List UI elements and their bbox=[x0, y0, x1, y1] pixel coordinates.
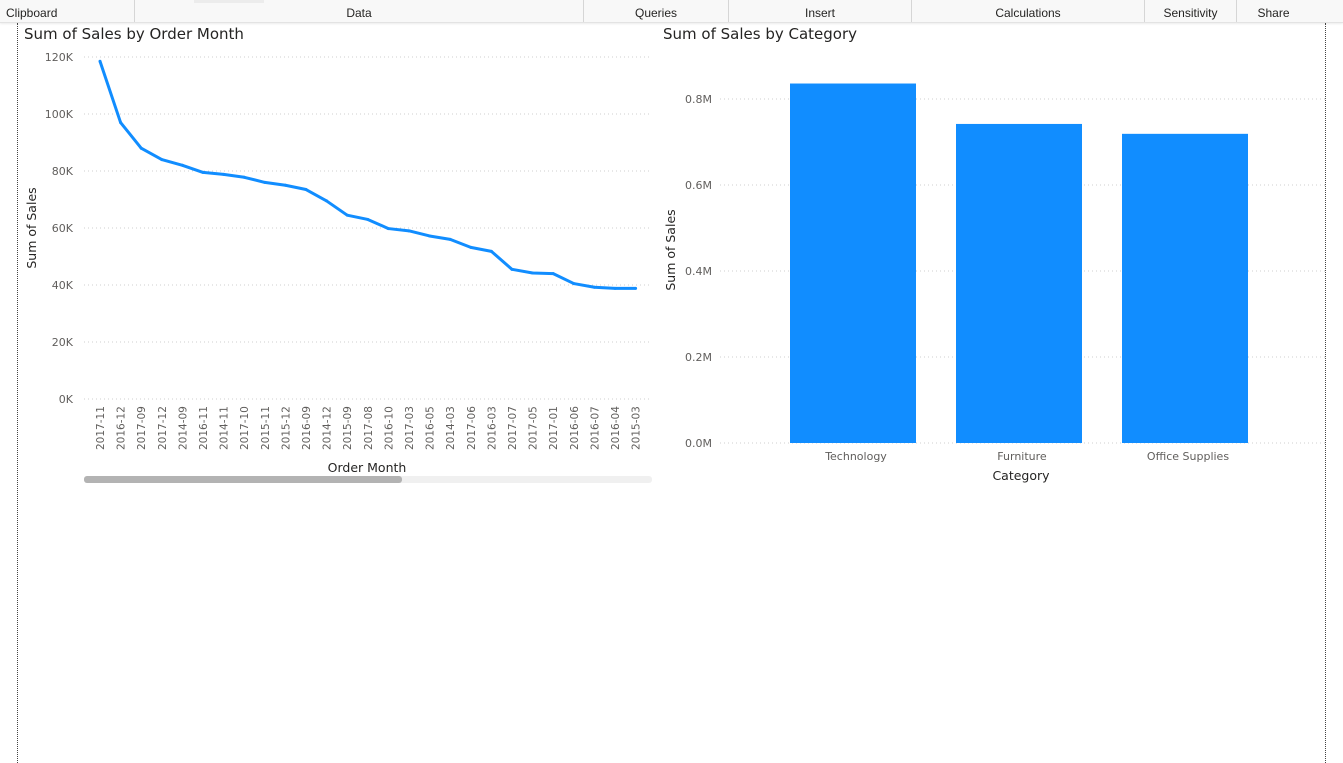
ribbon-tab-highlight bbox=[194, 0, 264, 3]
ribbon-bar: Clipboard Data Queries Insert Calculatio… bbox=[0, 0, 1343, 23]
line-chart-y-tick-label: 60K bbox=[52, 222, 74, 235]
line-chart-x-tick-label: 2016-09 bbox=[301, 406, 313, 450]
line-chart-x-tick-label: 2017-01 bbox=[548, 406, 560, 450]
line-chart-y-tick-label: 80K bbox=[52, 165, 74, 178]
ribbon-group-sensitivity[interactable]: Sensitivity bbox=[1144, 0, 1236, 22]
line-chart-x-tick-label: 2017-12 bbox=[157, 406, 169, 450]
line-chart-point bbox=[489, 249, 493, 253]
line-chart-x-tick-label: 2017-08 bbox=[363, 406, 375, 450]
line-chart-x-tick-label: 2016-11 bbox=[198, 406, 210, 450]
ribbon-group-insert[interactable]: Insert bbox=[728, 0, 911, 22]
line-chart-scrollbar-thumb[interactable] bbox=[84, 476, 402, 483]
bar-chart-visual[interactable]: Sum of Sales by Category bbox=[660, 24, 1325, 494]
line-chart-y-tick-label: 100K bbox=[45, 108, 74, 121]
line-chart-x-tick-label: 2015-11 bbox=[260, 406, 272, 450]
line-chart-x-tick-label: 2017-11 bbox=[95, 406, 107, 450]
line-chart-point bbox=[469, 245, 473, 249]
line-chart-x-tick-label: 2016-04 bbox=[610, 406, 622, 450]
line-chart-point bbox=[510, 267, 514, 271]
line-chart-x-tick-label: 2017-09 bbox=[136, 406, 148, 450]
line-chart-point bbox=[386, 227, 390, 231]
line-chart-title: Sum of Sales by Order Month bbox=[24, 25, 244, 43]
line-chart-x-tick-label: 2014-09 bbox=[177, 406, 189, 450]
line-chart-x-tick-label: 2014-11 bbox=[219, 406, 231, 450]
line-chart-point bbox=[222, 172, 226, 176]
line-chart-point bbox=[119, 121, 123, 125]
line-chart-point bbox=[551, 272, 555, 276]
line-chart-x-tick-label: 2015-12 bbox=[280, 406, 292, 450]
line-chart-y-tick-label: 40K bbox=[52, 279, 74, 292]
ribbon-group-clipboard[interactable]: Clipboard bbox=[6, 6, 58, 20]
line-chart-x-tick-label: 2017-05 bbox=[528, 406, 540, 450]
line-chart-x-tick-label: 2016-12 bbox=[116, 406, 128, 450]
line-chart-x-tick-label: 2016-06 bbox=[569, 406, 581, 450]
line-chart-x-tick-label: 2017-03 bbox=[404, 406, 416, 450]
line-chart-x-tick-label: 2014-12 bbox=[322, 406, 334, 450]
line-chart-point bbox=[345, 213, 349, 217]
report-canvas bbox=[17, 23, 1326, 763]
line-chart-x-tick-label: 2017-10 bbox=[239, 406, 251, 450]
line-chart-x-tick-label: 2016-03 bbox=[486, 406, 498, 450]
line-chart-y-axis-title: Sum of Sales bbox=[24, 187, 39, 268]
line-chart-y-tick-label: 20K bbox=[52, 336, 74, 349]
ribbon-group-queries[interactable]: Queries bbox=[583, 0, 728, 22]
line-chart-x-tick-label: 2016-10 bbox=[383, 406, 395, 450]
line-chart-series-line bbox=[98, 60, 636, 290]
line-chart-point bbox=[448, 237, 452, 241]
ribbon-group-calculations[interactable]: Calculations bbox=[911, 0, 1144, 22]
line-chart-y-tick-label: 0K bbox=[59, 393, 74, 406]
line-chart-point bbox=[572, 282, 576, 286]
line-chart-point bbox=[366, 217, 370, 221]
line-chart-point bbox=[634, 286, 638, 290]
line-chart-point bbox=[180, 163, 184, 167]
line-chart-point bbox=[201, 170, 205, 174]
ribbon-group-share[interactable]: Share bbox=[1236, 0, 1310, 22]
line-chart-point bbox=[304, 188, 308, 192]
line-chart-point bbox=[592, 285, 596, 289]
line-chart-point bbox=[263, 180, 267, 184]
line-chart-x-tick-label: 2016-07 bbox=[589, 406, 601, 450]
line-chart-x-tick-label: 2015-03 bbox=[631, 406, 643, 450]
line-chart-y-tick-label: 120K bbox=[45, 51, 74, 64]
line-chart-x-tick-label: 2014-03 bbox=[445, 406, 457, 450]
line-chart-x-tick-label: 2017-07 bbox=[507, 406, 519, 450]
line-chart-point bbox=[613, 286, 617, 290]
ribbon-group-data[interactable]: Data bbox=[134, 0, 583, 22]
line-chart-point bbox=[531, 271, 535, 275]
line-chart-x-tick-label: 2015-09 bbox=[342, 406, 354, 450]
line-chart-x-tick-label: 2017-06 bbox=[466, 406, 478, 450]
line-chart-x-axis-title: Order Month bbox=[328, 460, 407, 475]
line-chart-point bbox=[325, 199, 329, 203]
line-chart-x-tick-label: 2016-05 bbox=[425, 406, 437, 450]
line-chart-point bbox=[428, 234, 432, 238]
bar-chart-title: Sum of Sales by Category bbox=[663, 25, 858, 43]
line-chart-point bbox=[160, 158, 164, 162]
line-chart-visual[interactable]: Sum of Sales by Order Month bbox=[20, 24, 660, 494]
line-chart-point bbox=[242, 175, 246, 179]
line-chart-point bbox=[139, 146, 143, 150]
line-chart-point bbox=[283, 183, 287, 187]
line-chart-point bbox=[98, 59, 102, 63]
line-chart-point bbox=[407, 229, 411, 233]
